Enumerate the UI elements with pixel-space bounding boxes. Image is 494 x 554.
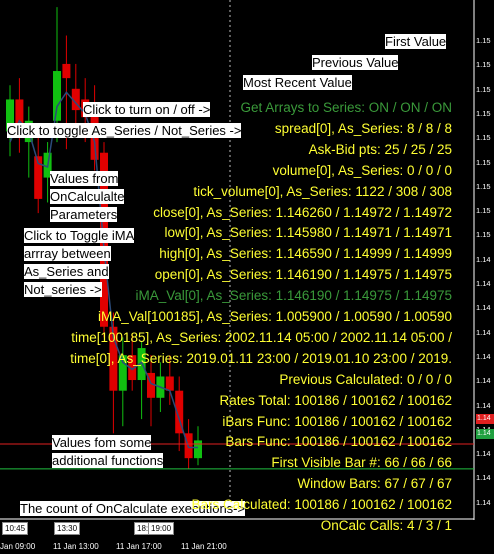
candle-body (109, 326, 118, 391)
price-tick-label: 1.14 (476, 303, 491, 313)
values-from-note-2: OnCalculalte (50, 189, 125, 204)
indicator-line: Ask-Bid pts: 25 / 25 / 25 (308, 141, 452, 157)
values-from-note-1: Values from (50, 171, 119, 186)
price-tick-label: 1.14 (476, 449, 491, 459)
price-tick-label: 1.15 (476, 206, 491, 216)
first-value-note: First Value (385, 34, 447, 49)
price-tick-label: 1.14 (476, 327, 491, 337)
price-tick-label: 1.14 (476, 400, 491, 410)
time-badge: 18: (134, 522, 152, 535)
click-toggle-ima-note-3: As_Series and (24, 264, 109, 279)
time-tick-label: 11 Jan 13:00 (53, 542, 99, 551)
indicator-line: Bars Func: 100186 / 100162 / 100162 (225, 434, 452, 450)
price-tick-label: 1.15 (476, 133, 491, 143)
indicator-line: Window Bars: 67 / 67 / 67 (297, 476, 452, 492)
values-functions-note-1: Values fom some (52, 435, 152, 450)
indicator-line[interactable]: spread[0], As_Series: 8 / 8 / 8 (274, 120, 452, 136)
price-tick-label: 1.15 (476, 181, 491, 191)
indicator-line: low[0], As_Series: 1.145980 / 1.14971 / … (164, 225, 452, 241)
indicator-line[interactable]: iMA_Val[0], As_Series: 1.146190 / 1.1497… (135, 288, 452, 304)
indicator-line: iBars Func: 100186 / 100162 / 100162 (222, 413, 452, 429)
indicator-line: high[0], As_Series: 1.146590 / 1.14999 /… (159, 246, 452, 262)
click-toggle-series-note: Click to toggle As_Series / Not_Series -… (7, 123, 242, 138)
price-tick-label: 1.15 (476, 230, 491, 240)
time-badge: 19:00 (148, 522, 175, 535)
first-value-arrow (435, 50, 441, 101)
indicator-line[interactable]: Get Arrays to Series: ON / ON / ON (240, 100, 452, 115)
price-tick-label: 1.14 (476, 473, 491, 483)
count-calls-note: The count of OnCalculate executions-> (20, 501, 246, 516)
price-tick-label: 1.14 (476, 376, 491, 386)
indicator-line: Bars Calculated: 100186 / 100162 / 10016… (191, 497, 452, 513)
most-recent-value-note: Most Recent Value (243, 75, 352, 90)
indicator-line: tick_volume[0], As_Series: 1122 / 308 / … (193, 183, 452, 199)
click-turn-on-off-note: Click to turn on / off -> (83, 102, 211, 117)
price-tick-label: 1.14 (476, 254, 491, 264)
time-tick-label: 11 Jan 17:00 (116, 542, 162, 551)
price-tick-label: 1.15 (476, 36, 491, 45)
values-functions-note-2: additional functions (52, 453, 164, 468)
indicator-line: iMA_Val[100185], As_Series: 1.005900 / 1… (97, 309, 452, 324)
candle-body (15, 99, 24, 132)
candle-body (175, 390, 184, 434)
previous-value-arrow (399, 67, 413, 101)
click-toggle-ima-note-1: Click to Toggle iMA (24, 228, 135, 243)
indicator-line: volume[0], As_Series: 0 / 0 / 0 (272, 162, 452, 178)
candle-body (71, 88, 80, 111)
indicator-line: Rates Total: 100186 / 100162 / 100162 (219, 392, 452, 408)
indicator-line: First Visible Bar #: 66 / 66 / 66 (271, 455, 452, 471)
candle-body (194, 440, 202, 459)
candle-body (165, 376, 174, 391)
indicator-line: OnCalc Calls: 4 / 3 / 1 (320, 518, 452, 533)
time-badge: 13:30 (54, 522, 81, 535)
candle-body (6, 99, 14, 132)
candle-body (53, 71, 61, 121)
time-badge: 10:45 (2, 522, 29, 535)
click-toggle-ima-note-2: arrray between (24, 246, 111, 261)
price-tick-label: 1.15 (476, 60, 491, 70)
indicator-line: time[0], As_Series: 2019.01.11 23:00 / 2… (70, 350, 452, 366)
price-tick-label: 1.15 (476, 108, 491, 118)
bid-price-marker: 1.14 (476, 414, 494, 424)
time-tick-label: 11 Jan 21:00 (181, 542, 227, 551)
price-tick-label: 1.14 (476, 279, 491, 288)
indicator-line: open[0], As_Series: 1.146190 / 1.14975 /… (154, 267, 452, 283)
candle-body (147, 372, 155, 398)
previous-value-note: Previous Value (312, 55, 399, 70)
candle-body (62, 63, 71, 79)
indicator-line: Previous Calculated: 0 / 0 / 0 (279, 371, 452, 387)
candle-body (128, 355, 137, 381)
time-tick-label: Jan 09:00 (0, 542, 36, 551)
indicator-line: close[0], As_Series: 1.146260 / 1.14972 … (153, 204, 452, 220)
price-tick-label: 1.15 (476, 157, 491, 167)
click-toggle-ima-note-4: Not_series -> (24, 282, 102, 297)
price-tick-label: 1.14 (476, 351, 491, 361)
ask-price-marker: 1.14 (476, 429, 494, 439)
values-from-note-3: Parameters (50, 207, 118, 222)
price-tick-label: 1.15 (476, 84, 491, 94)
candle-body (118, 355, 127, 391)
candle-body (34, 156, 43, 199)
indicator-line: time[100185], As_Series: 2002.11.14 05:0… (71, 329, 452, 345)
price-tick-label: 1.14 (476, 497, 491, 507)
most-recent-value-arrow (356, 89, 381, 102)
